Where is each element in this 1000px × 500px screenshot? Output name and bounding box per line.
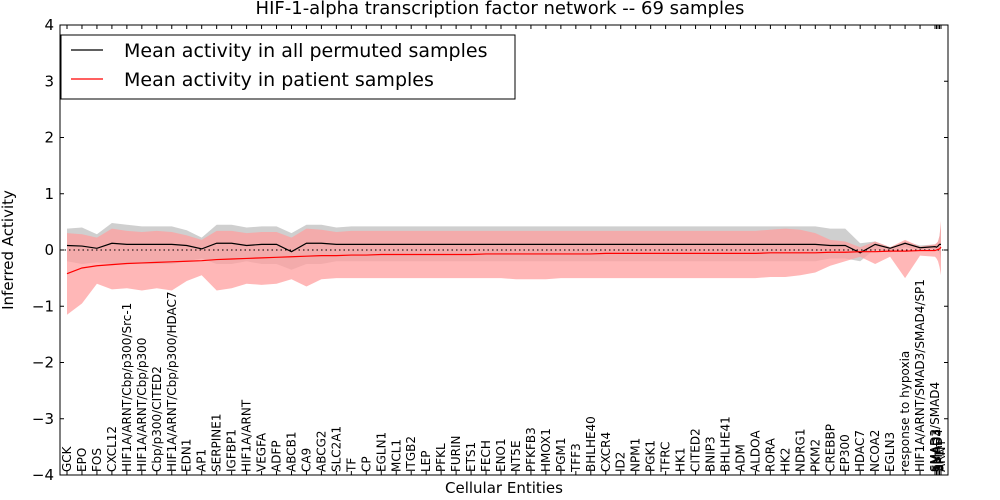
x-tick-label: HIF1A/ARNT — [240, 399, 254, 472]
x-axis-label: Cellular Entities — [445, 479, 563, 497]
y-axis-label: Inferred Activity — [0, 190, 17, 310]
x-tick-label: PFKFB3 — [524, 427, 538, 472]
x-tick-label: PKM2 — [808, 439, 822, 472]
y-axis: −4 −3 −2 −1 0 1 2 3 4 — [32, 16, 948, 484]
x-tick-label: HIF1A/ARNT/Cbp/p300 — [135, 338, 149, 472]
x-tick-label: ADM — [733, 444, 747, 472]
x-tick-label: GCK — [60, 445, 74, 472]
x-tick-label: HK2 — [778, 447, 792, 472]
x-tick-label: ABCB1 — [284, 432, 298, 472]
x-tick-label: CXCR4 — [599, 432, 613, 472]
x-tick-label: HIF1A/ARNT/Cbp/p300/Src-1 — [120, 303, 134, 472]
y-tick-label: −3 — [32, 410, 54, 428]
y-tick-label: 1 — [44, 185, 54, 203]
x-tick-label: EPO — [75, 448, 89, 472]
x-tick-label: BHLHE40 — [584, 416, 598, 472]
x-tick-label: SMAD3 — [930, 429, 944, 472]
x-tick-label: FURIN — [449, 435, 463, 472]
x-tick-label: HIF1A/ARNT/SMAD3/SMAD4/SP1 — [913, 279, 927, 472]
y-tick-label: −2 — [32, 354, 54, 372]
x-tick-label: CA9 — [299, 448, 313, 472]
x-tick-label: IGFBP1 — [225, 429, 239, 472]
x-tick-label: response to hypoxia — [898, 351, 912, 472]
chart-title: HIF-1-alpha transcription factor network… — [256, 0, 745, 19]
x-tick-label: MCL1 — [389, 439, 403, 472]
x-tick-label: FOS — [90, 448, 104, 472]
x-tick-label: Cbp/p300/CITED2 — [150, 366, 164, 472]
x-tick-label: ID2 — [614, 452, 628, 472]
x-tick-label: BNIP3 — [704, 436, 718, 472]
x-tick-label: ABCG2 — [314, 430, 328, 472]
legend-label-permuted: Mean activity in all permuted samples — [124, 40, 487, 62]
x-tick-label: CP — [359, 456, 373, 472]
x-tick-label: SP1 — [933, 450, 947, 473]
x-tick-label: SLC2A1 — [329, 426, 343, 472]
x-tick-label: BHLHE41 — [718, 416, 732, 472]
legend-box — [60, 34, 516, 100]
x-tick-label: VEGFA — [255, 432, 269, 472]
x-tick-label: CXCL12 — [105, 426, 119, 472]
x-tick-label: ETS1 — [464, 442, 478, 472]
y-tick-label: −1 — [32, 297, 54, 315]
x-tick-label: HDAC7 — [853, 430, 867, 472]
x-tick-label: NT5E — [509, 440, 523, 472]
legend-label-patient: Mean activity in patient samples — [124, 69, 434, 91]
x-tick-label: EDN1 — [180, 439, 194, 472]
y-tick-label: −4 — [32, 466, 54, 484]
x-tick-label: ADFP — [270, 440, 284, 472]
series-lines — [66, 242, 942, 275]
x-tick-label: HIF1A/ARNT/Cbp/p300/HDAC7 — [165, 291, 179, 472]
series-line-1 — [66, 246, 942, 275]
x-tick-label: TFF3 — [569, 443, 583, 473]
x-tick-label: CREBBP — [823, 424, 837, 472]
series-line-0 — [66, 242, 941, 254]
x-tick-label: NDRG1 — [793, 429, 807, 473]
x-tick-label: NPM1 — [629, 438, 643, 472]
confidence-bands — [67, 220, 941, 315]
x-tick-label: PFKL — [434, 443, 448, 472]
legend: Mean activity in all permuted samples Me… — [60, 34, 516, 100]
y-tick-label: 0 — [44, 241, 54, 259]
y-tick-label: 4 — [44, 16, 54, 34]
x-tick-label: HMOX1 — [539, 428, 553, 472]
x-tick-label: RORA — [763, 437, 777, 472]
x-tick-label: EP300 — [838, 434, 852, 472]
x-tick-label: LEP — [419, 450, 433, 472]
x-tick-label: NCOA2 — [868, 430, 882, 472]
x-tick-label: TFRC — [659, 442, 673, 473]
y-tick-label: 2 — [44, 129, 54, 147]
x-tick-label: SMAD3/SMAD4 — [928, 382, 942, 472]
x-tick-label: FECH — [479, 440, 493, 472]
x-tick-label: PGK1 — [644, 440, 658, 472]
x-tick-label: EGLN3 — [883, 432, 897, 472]
band-1 — [67, 220, 941, 315]
x-tick-label: EGLN1 — [374, 432, 388, 472]
x-tick-label: SERPINE1 — [210, 413, 224, 472]
x-tick-label: TF — [344, 458, 358, 473]
x-tick-label: ENO1 — [494, 438, 508, 472]
x-tick-label: SMAD4 — [931, 429, 945, 472]
x-tick-label: PGM1 — [554, 437, 568, 472]
x-tick-label: ARNT — [934, 438, 948, 472]
x-tick-label: CITED2 — [689, 428, 703, 472]
x-tick-label: HK1 — [674, 447, 688, 472]
x-tick-label: ALDOA — [748, 430, 762, 472]
y-tick-label: 3 — [44, 72, 54, 90]
x-axis: GCK EPO FOS CXCL12 HIF1A/ARNT/Cbp/p300/Src-1… — [60, 25, 948, 475]
x-tick-label: AP1 — [195, 449, 209, 472]
x-tick-label: ITGB2 — [404, 436, 418, 472]
